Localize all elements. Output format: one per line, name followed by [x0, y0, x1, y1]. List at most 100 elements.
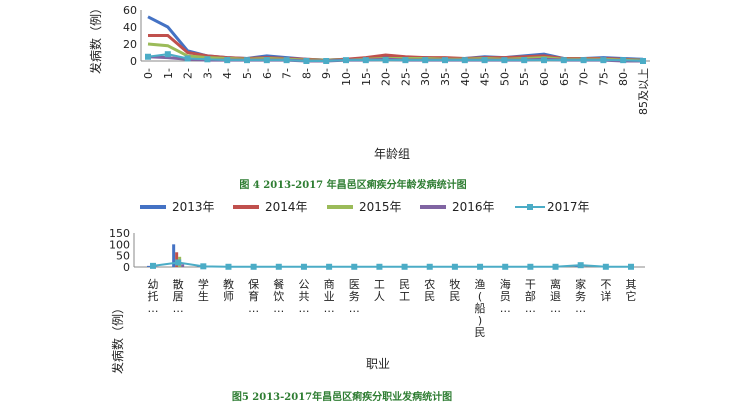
chart1-x-tick-label: 75- — [597, 68, 610, 86]
chart2-bar — [172, 244, 176, 267]
chart2-series-marker — [200, 263, 207, 270]
chart2-bar — [181, 264, 185, 267]
chart2-x-tick-label: 散居… — [173, 277, 184, 315]
chart1-series-marker — [501, 57, 508, 64]
chart2-bar — [197, 266, 201, 267]
chart1-series-marker — [204, 56, 211, 63]
chart1-series-marker — [224, 57, 231, 64]
chart1-series-marker — [283, 57, 290, 64]
chart1-y-tick-label: 40 — [123, 21, 137, 34]
chart2-x-tick-label: 农民 — [424, 277, 435, 303]
legend-entry-label: 2013年 — [172, 200, 215, 214]
chart1-x-tick-label: 25- — [399, 68, 412, 86]
chart2-series-marker — [602, 263, 609, 270]
chart2-x-tick-label: 离退… — [550, 277, 561, 315]
chart1-series-marker — [244, 57, 250, 64]
chart1-x-tick-label: 0- — [142, 68, 155, 79]
chart2-x-tick-label: 保育… — [248, 277, 259, 315]
chart2-y-tick-label: 0 — [123, 261, 130, 274]
chart2-x-tick-label: 牧民 — [449, 277, 460, 303]
chart1-x-tick-label: 3- — [201, 68, 214, 79]
chart2-x-tick-label: 干部… — [525, 278, 536, 315]
chart1-series-line — [148, 34, 644, 62]
chart1-series-marker — [580, 57, 587, 64]
legend-entry-label: 2014年 — [265, 200, 308, 214]
chart2-x-tick-label: 工人 — [374, 278, 385, 303]
chart1-series-marker — [600, 57, 607, 64]
chart1-y-tick-label: 60 — [123, 4, 137, 17]
chart1-series-marker — [541, 57, 547, 64]
chart2-series-line — [152, 261, 631, 268]
chart1-series-marker — [145, 53, 151, 60]
chart2-series-marker — [250, 263, 257, 270]
chart1-series-marker — [382, 57, 389, 64]
chart2-x-tick-label: 其它 — [626, 278, 637, 303]
chart2-y-tick-label: 150 — [109, 227, 130, 240]
chart1-series-line — [147, 15, 644, 62]
chart1-x-tick-label: 45- — [479, 68, 492, 86]
chart1-x-tick-label: 60- — [538, 68, 551, 86]
chart1-series-marker — [422, 57, 429, 64]
chart2-series-marker — [628, 263, 634, 270]
chart2-x-tick-label: 公共… — [298, 278, 309, 315]
chart1-x-tick-label: 1- — [162, 68, 175, 79]
chart1-x-tick-label: 65- — [558, 68, 571, 86]
chart2-series-marker — [426, 263, 433, 270]
chart2-x-tick-label: 餐饮… — [273, 277, 284, 315]
chart2-x-tick-label: 家务… — [575, 277, 586, 315]
chart1-series-marker — [362, 57, 369, 64]
chart1-x-tick-label: 8- — [300, 68, 313, 79]
chart2-series-marker — [300, 263, 307, 270]
chart2-x-tick-label: 医务… — [349, 278, 360, 315]
chart1-series-marker — [263, 57, 270, 64]
chart2-x-tick-label: 不详 — [600, 278, 611, 303]
chart1-series-marker — [620, 57, 627, 64]
chart1-y-tick-label: 0 — [130, 55, 137, 68]
chart2-series-marker — [225, 263, 232, 270]
chart2-series-marker — [326, 263, 333, 270]
chart2-series-marker — [477, 263, 484, 270]
chart1-series-marker — [164, 51, 171, 58]
chart1-caption: 图 4 2013-2017 年昌邑区痢疾分年龄发病统计图 — [239, 178, 466, 191]
chart2-series-marker — [150, 262, 156, 269]
chart1-x-tick-label: 4- — [221, 68, 234, 79]
chart2-x-tick-label: 商业… — [324, 277, 335, 315]
chart1-series-marker — [343, 57, 349, 64]
chart2-series-marker — [175, 259, 182, 266]
chart1-x-tick-label: 20- — [380, 68, 393, 86]
chart1-x-tick-label: 7- — [281, 68, 294, 79]
chart2-y-tick-label: 100 — [109, 238, 130, 251]
age-group-line-chart: 发病数（例） 年龄组 图 4 2013-2017 年昌邑区痢疾分年龄发病统计图 … — [88, 2, 650, 191]
chart2-caption: 图5 2013-2017年昌邑区痢疾分职业发病统计图 — [232, 390, 452, 403]
chart1-x-tick-label: 40- — [459, 68, 472, 86]
chart1-series-marker — [184, 55, 191, 62]
chart2-bar — [147, 265, 150, 267]
legend-entry-label: 2017年 — [547, 200, 590, 214]
chart1-x-axis-label: 年龄组 — [374, 147, 410, 161]
chart1-series-marker — [521, 57, 528, 64]
chart1-series-marker — [461, 57, 468, 64]
chart1-series-marker — [303, 58, 310, 64]
chart1-y-axis-label: 发病数（例） — [88, 2, 103, 74]
chart1-y-tick-label: 20 — [123, 38, 137, 51]
chart2-x-tick-label: 海员… — [500, 277, 511, 315]
legend-swatch-marker — [527, 204, 533, 210]
chart1-x-tick-label: 50- — [498, 68, 511, 86]
chart1-x-tick-label: 85及以上 — [637, 68, 650, 115]
chart2-series-marker — [527, 263, 534, 270]
chart2-x-tick-label: 渔(船)民 — [475, 278, 486, 339]
chart1-x-tick-label: 30- — [419, 68, 432, 86]
chart1-x-tick-label: 9- — [320, 68, 333, 79]
chart2-x-tick-label: 幼托… — [148, 278, 159, 315]
chart1-series-marker — [481, 57, 488, 64]
chart1-series-marker — [560, 57, 567, 64]
chart2-series-marker — [451, 263, 458, 270]
chart2-series-marker — [552, 263, 559, 270]
chart2-series-marker — [351, 263, 358, 270]
chart1-series-marker — [402, 57, 409, 64]
chart2-series-marker — [401, 263, 408, 270]
chart2-series-marker — [502, 263, 509, 270]
chart1-x-tick-label: 2- — [182, 68, 195, 79]
chart1-x-tick-label: 35- — [439, 68, 452, 86]
